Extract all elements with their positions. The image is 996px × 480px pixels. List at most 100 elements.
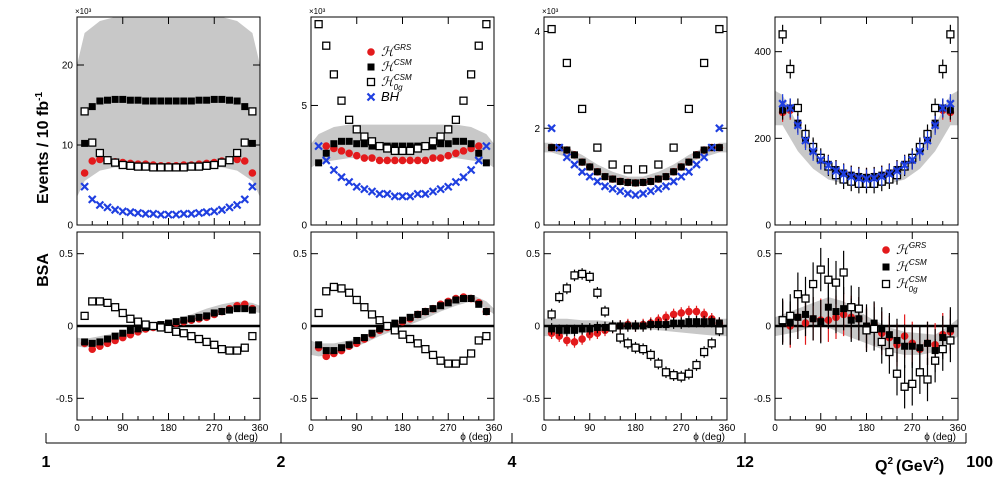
data-point-csm0g [375, 141, 384, 151]
data-point-csm [248, 306, 256, 314]
data-point-grs [337, 147, 346, 155]
x-tick-label: 360 [252, 423, 269, 434]
data-point-csm [96, 338, 104, 346]
y-tick-label: -0.5 [754, 394, 772, 405]
data-point-bh [900, 160, 909, 170]
data-point-grs [322, 142, 331, 150]
data-point-csm [616, 177, 624, 185]
data-point-csm [399, 316, 406, 324]
data-point-csm [172, 97, 180, 105]
data-point-csm0g [638, 344, 648, 354]
data-point-csm0g [459, 356, 468, 365]
y-tick-label: 0 [67, 221, 73, 232]
series-csm [81, 95, 256, 147]
data-point-bh [428, 187, 438, 196]
data-point-bh [367, 187, 377, 196]
data-point-csm0g [210, 340, 219, 349]
data-point-csm [353, 140, 361, 148]
data-point-grs [96, 155, 104, 164]
x-tick-label: 270 [673, 423, 690, 434]
q2-tick-label: 12 [736, 454, 754, 471]
data-point-bh [133, 208, 143, 218]
y-tick-label: 0 [301, 221, 307, 232]
y-multiplier: ×10³ [542, 7, 559, 16]
data-point-csm0g [367, 310, 377, 319]
data-point-csm0g [638, 165, 648, 174]
data-point-csm0g [570, 271, 579, 280]
data-point-bh [930, 121, 940, 130]
legend-label-main-grs: ℋ [896, 242, 911, 257]
data-point-bh [892, 166, 902, 176]
data-point-csm0g [585, 272, 594, 281]
data-point-csm [330, 347, 338, 355]
data-point-bh [654, 184, 663, 193]
data-point-grs [88, 345, 97, 353]
data-point-csm [475, 300, 483, 308]
data-point-csm [624, 178, 632, 186]
data-point-csm0g [329, 282, 339, 292]
x-tick-label: 90 [117, 423, 129, 434]
data-point-bh [923, 136, 932, 145]
data-point-bh [593, 177, 602, 186]
data-point-bh [171, 210, 181, 219]
data-point-csm [360, 334, 368, 342]
data-point-csm [578, 158, 586, 166]
data-point-csm [180, 97, 188, 105]
data-point-csm [218, 308, 226, 316]
series-bh [80, 182, 257, 219]
data-point-csm0g [946, 336, 955, 345]
data-point-csm [467, 295, 475, 303]
data-point-csm [391, 319, 399, 327]
data-point-csm0g [562, 284, 572, 293]
data-point-csm [901, 342, 909, 350]
data-point-csm [353, 336, 361, 344]
y-tick-label: 0.5 [293, 249, 307, 260]
q2-axis [45, 433, 967, 444]
series-csm0g [314, 282, 491, 368]
data-point-csm0g [699, 58, 709, 68]
legend-label-csm0g: ℋCSM 0g [381, 73, 412, 92]
data-point-csm0g [240, 138, 249, 147]
data-point-csm0g [164, 324, 173, 334]
panels-group: 0 10 20 ×10³ 0 5 ×10³ 0 2 4 ×10³ 0 200 400 -0.5 0 0.5 0 90… [56, 7, 967, 443]
data-point-csm [315, 159, 323, 167]
data-point-csm0g [707, 339, 716, 348]
legend-sup-grs: GRS [909, 241, 927, 250]
data-point-grs [700, 310, 708, 319]
data-point-grs [555, 332, 564, 340]
x-tick-label: 270 [904, 423, 921, 434]
data-point-bh [785, 103, 795, 113]
data-point-csm0g [413, 144, 422, 153]
legend-label-main-csm: ℋ [381, 59, 396, 74]
data-point-bh [451, 177, 461, 187]
y-tick-label: 0 [67, 322, 73, 333]
phi-axis-label: ϕ (deg) [460, 432, 492, 443]
x-tick-label: 0 [308, 423, 314, 434]
data-point-csm0g [677, 372, 686, 381]
data-point-csm [840, 305, 848, 313]
data-point-csm0g [118, 160, 127, 170]
data-point-csm [218, 95, 226, 103]
data-point-bh [232, 200, 242, 210]
x-tick-label: 180 [858, 423, 875, 434]
data-point-csm [414, 310, 422, 318]
data-point-csm0g [88, 297, 97, 306]
y-tick-label: 0 [765, 322, 771, 333]
data-point-csm [924, 339, 931, 347]
data-point-bh [661, 182, 671, 191]
data-point-csm0g [329, 70, 339, 79]
data-point-csm0g [126, 161, 135, 170]
data-point-bh [831, 166, 841, 176]
data-point-csm0g [930, 356, 940, 365]
data-point-csm [187, 315, 195, 323]
data-point-csm0g [314, 20, 323, 29]
data-point-csm [142, 97, 150, 105]
data-point-csm0g [360, 303, 369, 312]
data-point-csm [586, 163, 594, 171]
data-point-csm0g [669, 371, 678, 380]
data-point-grs [436, 154, 445, 162]
data-point-bh [398, 192, 407, 201]
x-tick-label: 90 [584, 423, 596, 434]
data-point-csm [376, 325, 384, 333]
data-point-csm [226, 306, 233, 314]
